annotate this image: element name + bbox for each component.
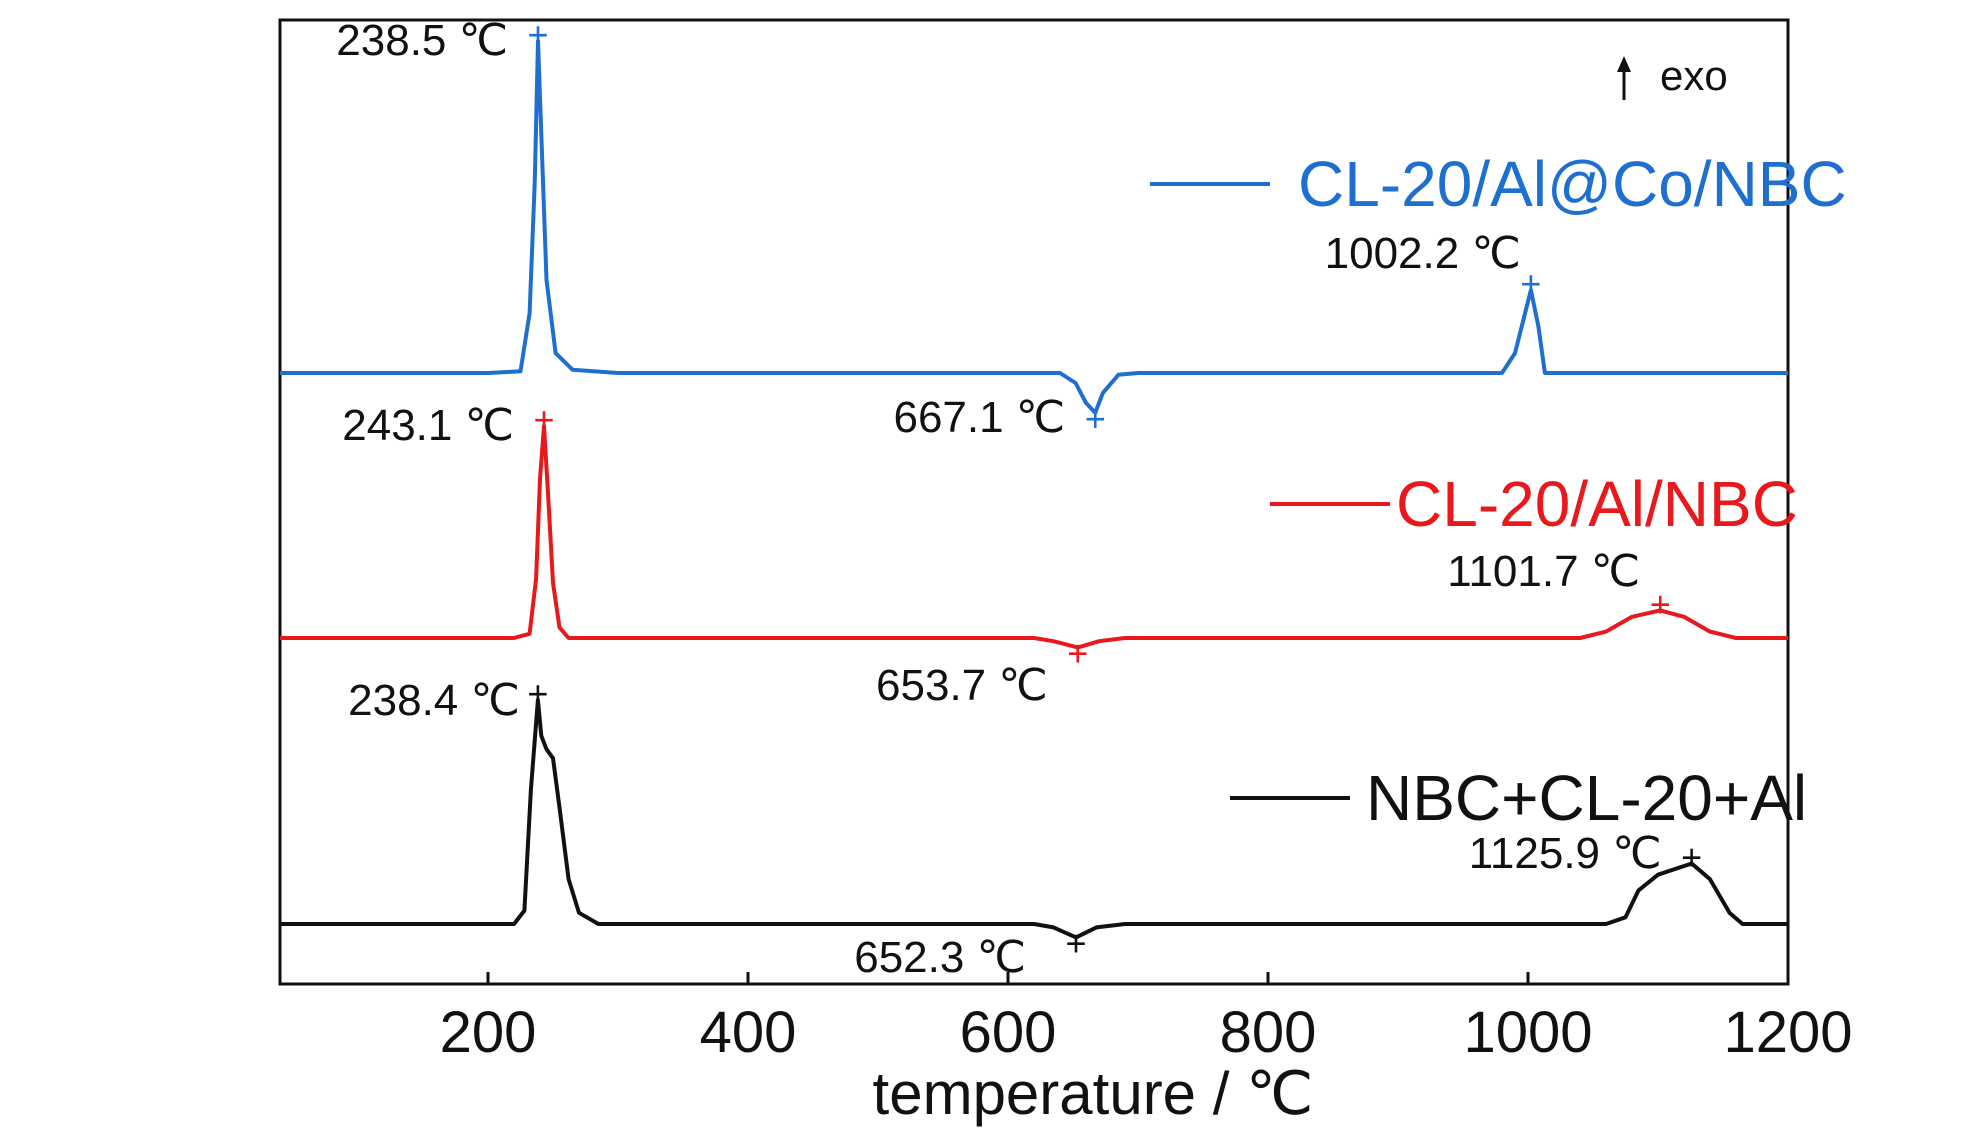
plus-marker-icon: + <box>1681 837 1702 878</box>
series-line-3 <box>280 698 1788 940</box>
series-line-1 <box>280 39 1788 415</box>
peak-annotation: 243.1 ℃ <box>342 401 514 450</box>
series-line-2 <box>280 424 1788 650</box>
peak-annotation: 1002.2 ℃ <box>1325 229 1521 278</box>
peak-annotation: 238.5 ℃ <box>336 16 508 65</box>
x-tick-label: 1200 <box>1723 1000 1852 1065</box>
x-tick-label: 400 <box>700 1000 797 1065</box>
plot-frame <box>278 18 1790 986</box>
x-tick-label: 800 <box>1220 1000 1317 1065</box>
plus-marker-icon: + <box>534 399 555 440</box>
plus-marker-icon: + <box>1650 583 1671 624</box>
plus-marker-icon: + <box>1085 398 1106 439</box>
annotation-layer: +238.5 ℃+667.1 ℃+1002.2 ℃+243.1 ℃+653.7 … <box>336 14 1702 982</box>
plus-marker-icon: + <box>527 673 548 714</box>
plus-marker-icon: + <box>1065 922 1086 963</box>
up-arrow-icon <box>1617 56 1631 72</box>
plus-marker-icon: + <box>1520 263 1541 304</box>
legend-label-2: CL-20/Al/NBC <box>1396 468 1798 540</box>
exo-label: exo <box>1660 52 1728 99</box>
plus-marker-icon: + <box>1067 633 1088 674</box>
peak-annotation: 653.7 ℃ <box>876 661 1048 710</box>
peak-annotation: 652.3 ℃ <box>854 933 1026 982</box>
legend: CL-20/Al@Co/NBC CL-20/Al/NBC NBC+CL-20+Al <box>1150 148 1847 834</box>
x-axis-title: temperature / ℃ <box>873 1060 1314 1127</box>
x-tick-label: 200 <box>440 1000 537 1065</box>
peak-annotation: 1101.7 ℃ <box>1447 547 1640 596</box>
plot-border <box>278 18 1790 986</box>
x-tick-label: 1000 <box>1463 1000 1592 1065</box>
legend-label-3: NBC+CL-20+Al <box>1366 762 1807 834</box>
plus-marker-icon: + <box>528 14 549 55</box>
x-axis: 200 400 600 800 1000 1200 <box>440 972 1853 1065</box>
peak-annotation: 1125.9 ℃ <box>1469 829 1662 878</box>
exo-indicator: exo <box>1617 52 1728 100</box>
x-tick-label: 600 <box>960 1000 1057 1065</box>
peak-annotation: 238.4 ℃ <box>348 676 520 725</box>
peak-annotation: 667.1 ℃ <box>893 393 1065 442</box>
series-layer <box>280 39 1788 940</box>
legend-label-1: CL-20/Al@Co/NBC <box>1298 148 1847 220</box>
